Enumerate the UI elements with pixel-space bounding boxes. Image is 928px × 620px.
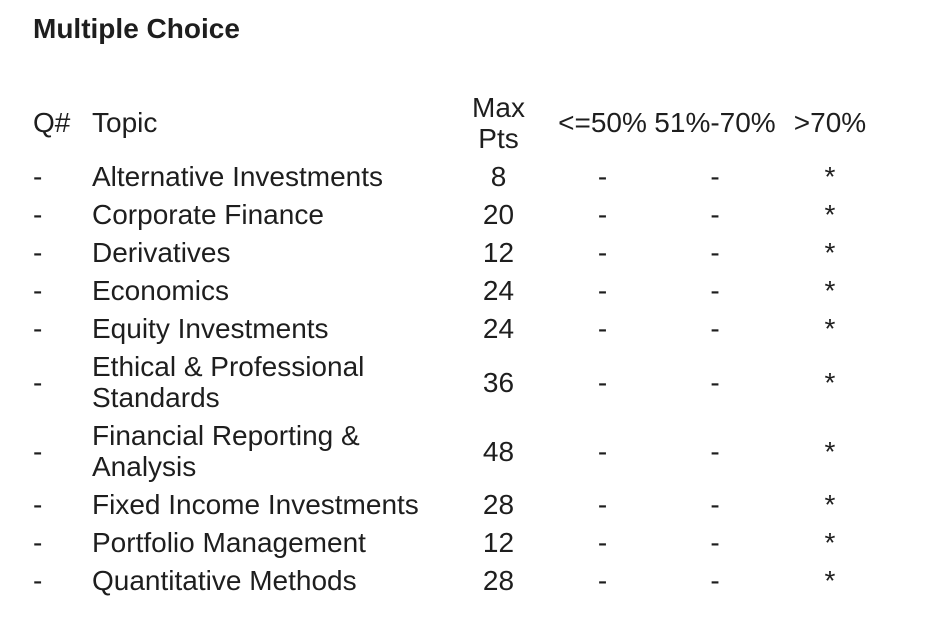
cell-max-pts: 8 (490, 161, 507, 192)
cell-max-pts: 20 (482, 199, 515, 230)
header-max-pts-line2: Pts (478, 122, 519, 154)
cell-question-number: - (33, 435, 43, 467)
table-row: - Portfolio Management 12 - - * (33, 524, 880, 562)
cell-max-pts: 28 (482, 489, 515, 520)
cell-gt-70: * (824, 313, 836, 344)
table-row: - Corporate Finance 20 - - * (33, 196, 880, 234)
cell-topic: Corporate Finance (92, 199, 324, 230)
document-page: Multiple Choice Q# Topic Max Pts <=50% 5… (33, 13, 880, 600)
cell-question-number: - (33, 275, 43, 306)
header-gt-70-percent: >70% (793, 107, 867, 138)
cell-le-50: - (597, 489, 608, 520)
cell-gt-70: * (824, 237, 836, 268)
cell-question-number: - (33, 237, 43, 268)
cell-topic: Alternative Investments (92, 161, 384, 192)
cell-51-70: - (710, 527, 720, 558)
cell-le-50: - (597, 313, 608, 344)
cell-le-50: - (597, 565, 608, 596)
cell-gt-70: * (824, 489, 836, 520)
table-row: - Quantitative Methods 28 - - * (33, 562, 880, 600)
cell-max-pts: 12 (482, 237, 515, 268)
cell-topic: Financial Reporting & Analysis (92, 420, 360, 482)
cell-51-70: - (710, 161, 720, 192)
cell-gt-70: * (824, 435, 836, 467)
cell-question-number: - (33, 313, 43, 344)
cell-51-70: - (710, 313, 720, 344)
table-row: - Fixed Income Investments 28 - - * (33, 486, 880, 524)
page-title: Multiple Choice (33, 13, 240, 44)
cell-gt-70: * (824, 366, 836, 398)
cell-51-70: - (710, 366, 720, 398)
cell-topic: Ethical & Professional Standards (92, 351, 365, 413)
cell-topic: Portfolio Management (92, 527, 366, 558)
cell-gt-70: * (824, 161, 836, 192)
header-le-50-percent: <=50% (558, 107, 647, 138)
table-row: - Alternative Investments 8 - - * (33, 158, 880, 196)
cell-51-70: - (710, 275, 720, 306)
table-header-row: Q# Topic Max Pts <=50% 51%-70% >70% (33, 88, 880, 158)
cell-le-50: - (597, 527, 608, 558)
cell-max-pts: 48 (482, 435, 515, 467)
cell-max-pts: 24 (482, 313, 515, 344)
cell-gt-70: * (824, 199, 836, 230)
cell-51-70: - (710, 489, 720, 520)
header-topic: Topic (92, 107, 158, 138)
cell-le-50: - (597, 435, 608, 467)
header-max-pts: Max Pts (442, 88, 555, 158)
table-row: - Economics 24 - - * (33, 272, 880, 310)
header-51-70-percent: 51%-70% (654, 107, 776, 138)
table-row: - Financial Reporting & Analysis 48 - - … (33, 417, 880, 486)
cell-topic: Derivatives (92, 237, 231, 268)
multiple-choice-table: Q# Topic Max Pts <=50% 51%-70% >70% - Al… (33, 88, 880, 600)
cell-gt-70: * (824, 565, 836, 596)
cell-51-70: - (710, 435, 720, 467)
cell-topic: Economics (92, 275, 229, 306)
cell-le-50: - (597, 275, 608, 306)
cell-question-number: - (33, 199, 43, 230)
cell-topic: Equity Investments (92, 313, 329, 344)
cell-question-number: - (33, 161, 43, 192)
cell-le-50: - (597, 366, 608, 398)
cell-51-70: - (710, 199, 720, 230)
cell-51-70: - (710, 565, 720, 596)
cell-max-pts: 28 (482, 565, 515, 596)
table-row: - Ethical & Professional Standards 36 - … (33, 348, 880, 417)
cell-gt-70: * (824, 527, 836, 558)
table-row: - Derivatives 12 - - * (33, 234, 880, 272)
header-question-number: Q# (33, 107, 71, 138)
cell-le-50: - (597, 199, 608, 230)
cell-question-number: - (33, 565, 43, 596)
cell-max-pts: 24 (482, 275, 515, 306)
cell-51-70: - (710, 237, 720, 268)
cell-question-number: - (33, 489, 43, 520)
table-row: - Equity Investments 24 - - * (33, 310, 880, 348)
cell-le-50: - (597, 237, 608, 268)
cell-le-50: - (597, 161, 608, 192)
cell-topic: Quantitative Methods (92, 565, 357, 596)
cell-max-pts: 36 (482, 366, 515, 398)
cell-topic: Fixed Income Investments (92, 489, 419, 520)
cell-question-number: - (33, 527, 43, 558)
header-max-pts-line1: Max (472, 91, 525, 123)
cell-max-pts: 12 (482, 527, 515, 558)
cell-gt-70: * (824, 275, 836, 306)
cell-question-number: - (33, 366, 43, 398)
